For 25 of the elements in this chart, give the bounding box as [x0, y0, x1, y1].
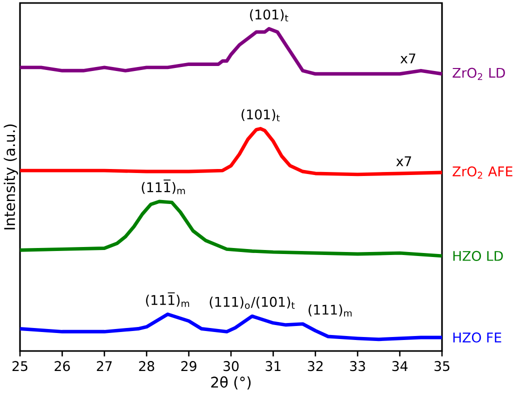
x-tick-label: 25	[12, 361, 28, 372]
x-tick-label: 32	[308, 361, 323, 372]
series-label: HZO LD	[453, 250, 503, 261]
annotation: (111)$_{m}$	[308, 304, 352, 317]
series-label: HZO FE	[453, 332, 502, 343]
annotation: (101)$_{t}$	[250, 9, 288, 22]
x-tick-label: 29	[181, 361, 196, 372]
x-tick-label: 30	[224, 361, 239, 372]
series-label: ZrO$_{2}$ LD	[452, 68, 505, 80]
x-tick-label: 27	[96, 361, 112, 371]
x-tick-label: 31	[266, 361, 280, 372]
x-axis-title: 2θ (°)	[211, 376, 251, 390]
x-tick-label: 28	[139, 361, 154, 372]
x-tick-label: 34	[392, 361, 408, 372]
annotation: (101)$_{t}$	[242, 109, 280, 122]
annotation: x7	[400, 54, 416, 64]
annotation: (111̅)$_{m}$	[142, 180, 185, 194]
annotation: (111̅)$_{m}$	[146, 292, 190, 307]
x-tick-label: 26	[54, 361, 70, 372]
y-axis-title: Intensity (a.u.)	[4, 124, 18, 230]
annotation: x7	[396, 156, 412, 166]
x-tick-label: 35	[434, 361, 450, 372]
x-tick-label: 33	[350, 361, 366, 372]
series-label: ZrO$_{2}$ AFE	[452, 166, 512, 179]
annotation: (111)$_{o}$/(101)$_{t}$	[210, 296, 295, 309]
